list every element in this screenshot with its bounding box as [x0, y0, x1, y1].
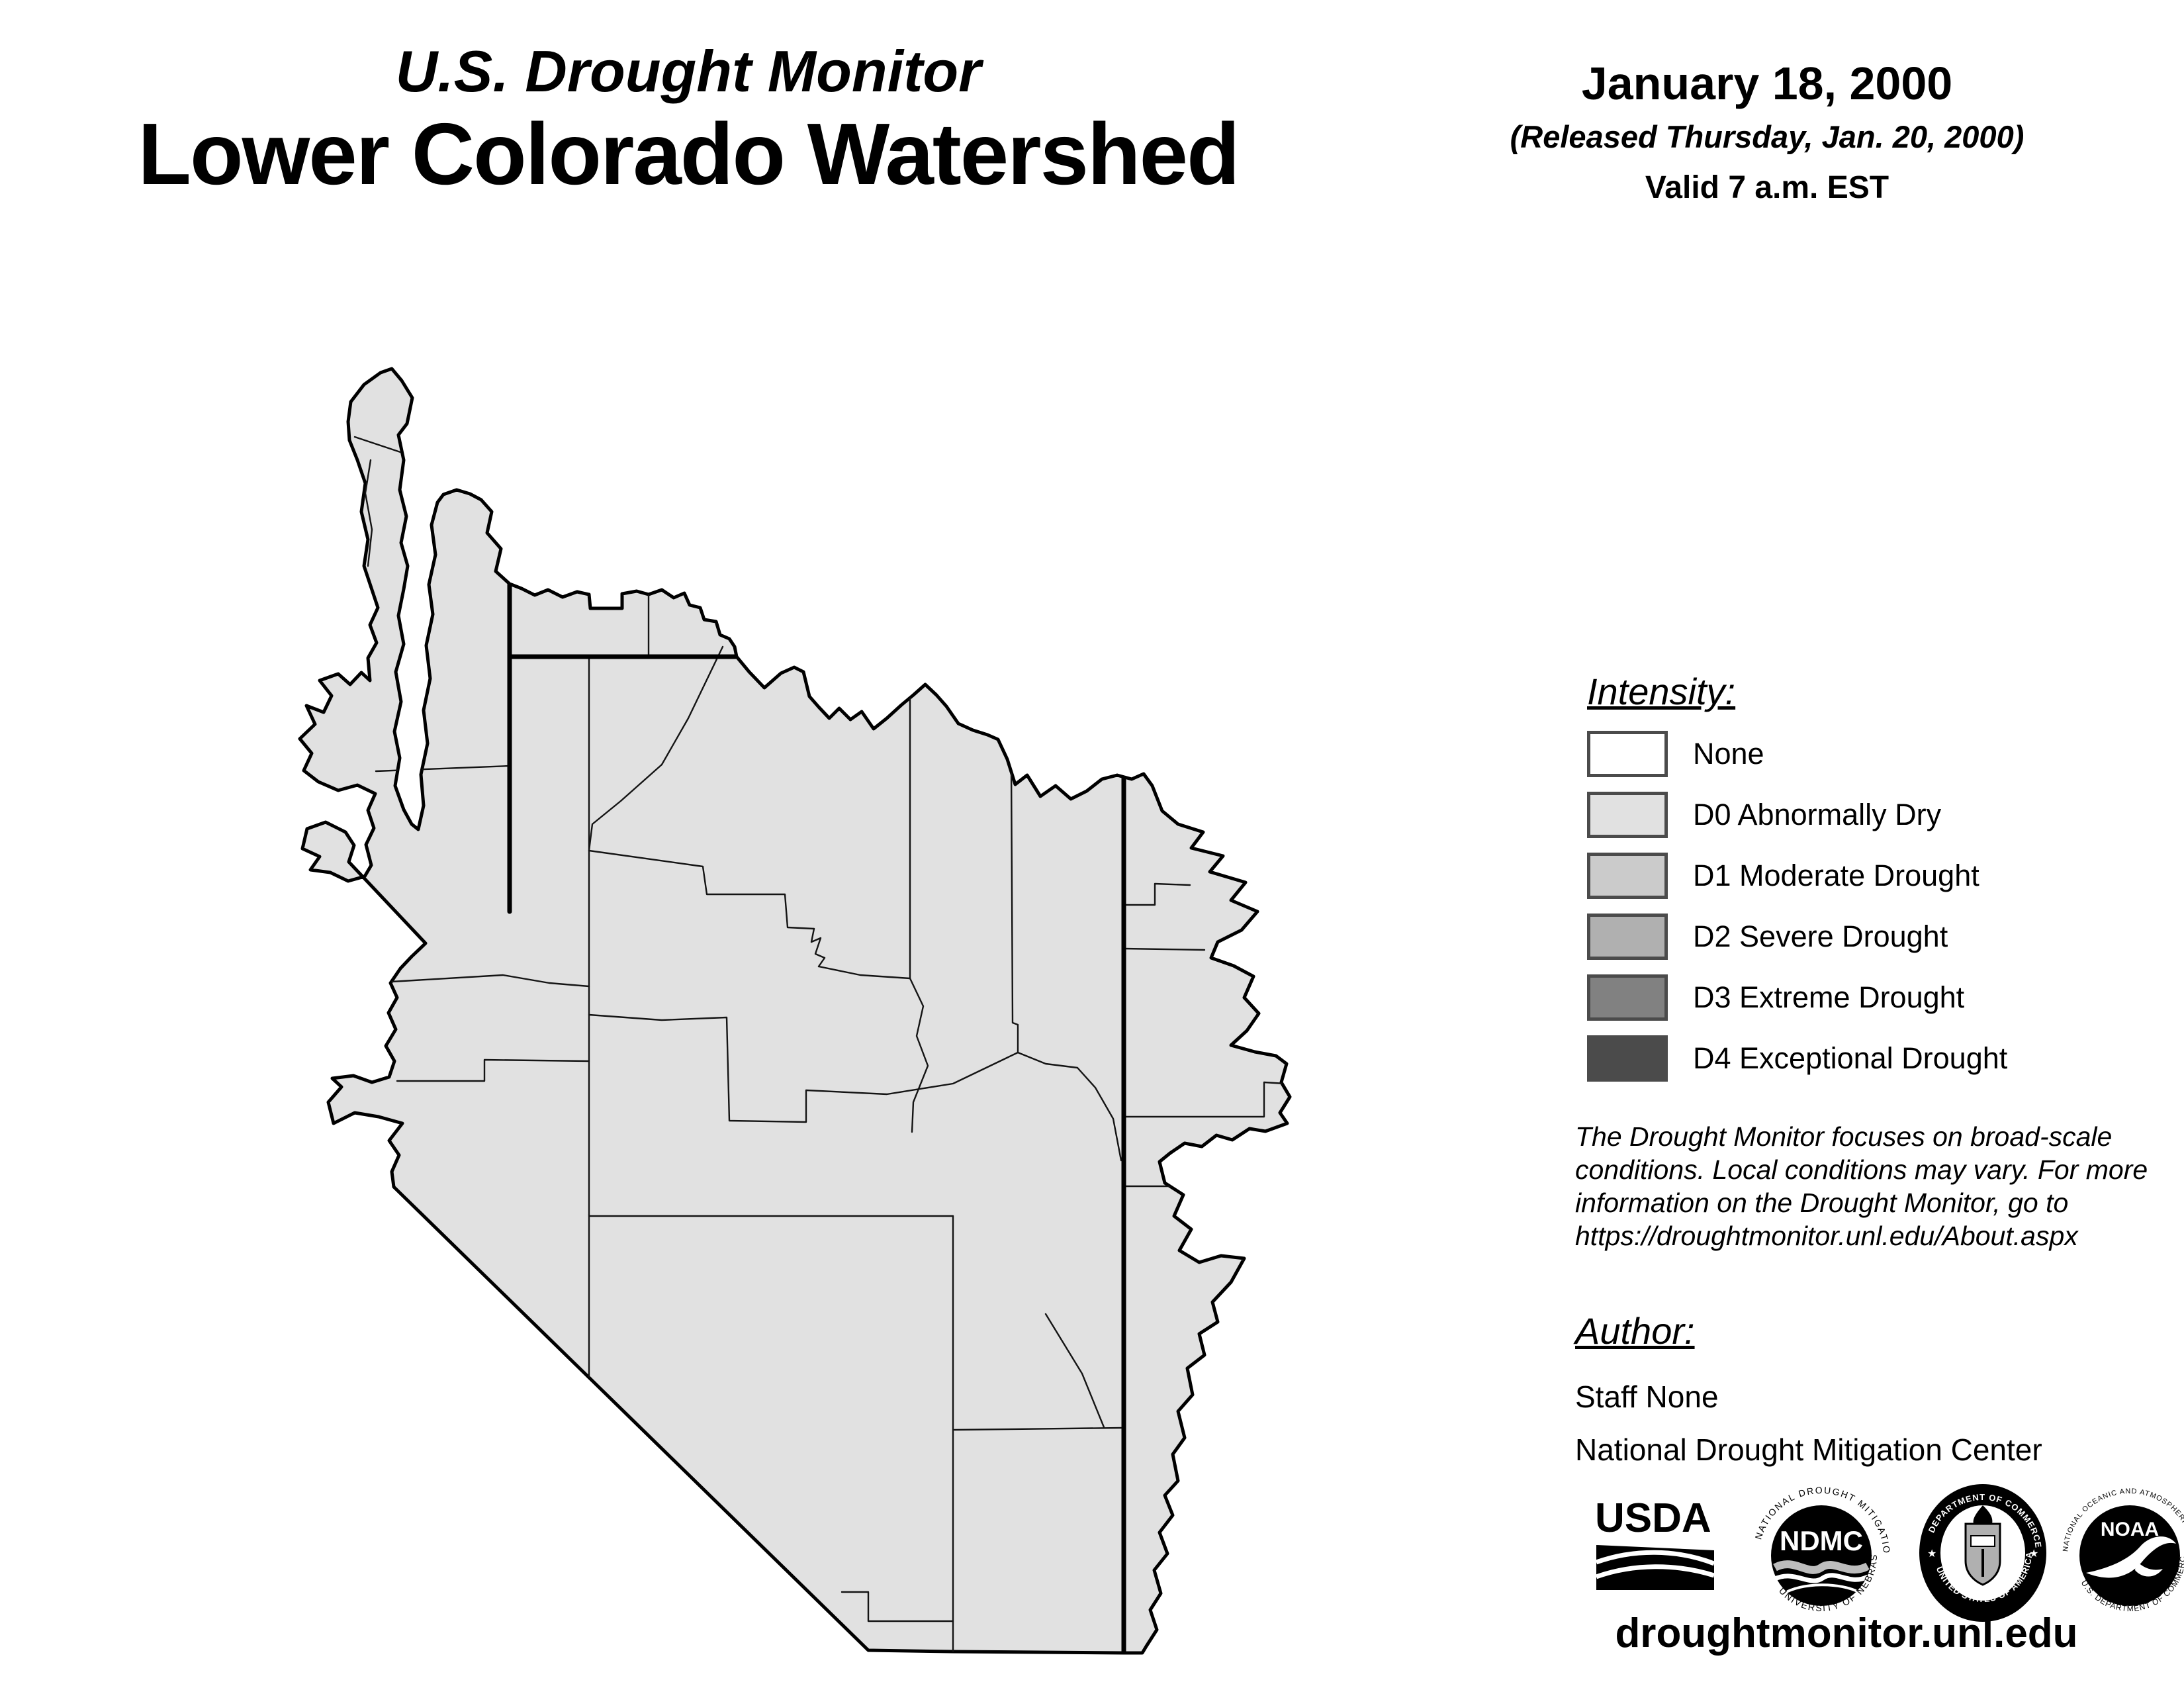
- svg-text:USDA: USDA: [1595, 1497, 1711, 1541]
- legend-row-d4: D4 Exceptional Drought: [1587, 1035, 2169, 1082]
- watershed-region-d0: [298, 367, 1292, 1655]
- legend-row-d1: D1 Moderate Drought: [1587, 853, 2169, 899]
- valid-time: Valid 7 a.m. EST: [1645, 170, 1889, 205]
- report-region-title: Lower Colorado Watershed: [138, 105, 1240, 203]
- swatch-d4: [1587, 1035, 1668, 1082]
- svg-text:★: ★: [2029, 1548, 2038, 1560]
- state-boundaries: [507, 582, 1126, 1653]
- svg-text:NDMC: NDMC: [1780, 1525, 1863, 1556]
- legend-label: D1 Moderate Drought: [1693, 859, 1979, 892]
- legend-label: D3 Extreme Drought: [1693, 980, 1965, 1014]
- map-date: January 18, 2000: [1581, 58, 1953, 109]
- legend-row-none: None: [1587, 731, 2169, 777]
- usda-logo: USDA: [1594, 1495, 1719, 1607]
- drought-monitor-url: droughtmonitor.unl.edu: [1615, 1611, 2078, 1656]
- author-heading: Author:: [1575, 1310, 1695, 1352]
- swatch-d2: [1587, 914, 1668, 960]
- swatch-none: [1587, 731, 1668, 777]
- swatch-d0: [1587, 792, 1668, 838]
- legend-row-d2: D2 Severe Drought: [1587, 914, 2169, 960]
- disclaimer-text: The Drought Monitor focuses on broad-sca…: [1575, 1121, 2148, 1252]
- legend-row-d0: D0 Abnormally Dry: [1587, 792, 2169, 838]
- noaa-logo: NOAA NATIONAL OCEANIC AND ATMOSPHERIC AD…: [2054, 1476, 2184, 1632]
- swatch-d1: [1587, 853, 1668, 899]
- department-of-commerce-logo: DEPARTMENT OF COMMERCE UNITED STATES OF …: [1910, 1480, 2056, 1629]
- legend-row-d3: D3 Extreme Drought: [1587, 974, 2169, 1021]
- released-date: (Released Thursday, Jan. 20, 2000): [1510, 119, 2025, 154]
- legend-label: None: [1693, 737, 1764, 771]
- report-kicker: U.S. Drought Monitor: [395, 38, 981, 104]
- legend-label: D0 Abnormally Dry: [1693, 798, 1942, 831]
- legend-label: D2 Severe Drought: [1693, 919, 1948, 953]
- legend-label: D4 Exceptional Drought: [1693, 1041, 2008, 1075]
- author-name: Staff None: [1575, 1380, 1719, 1414]
- author-organization: National Drought Mitigation Center: [1575, 1432, 2042, 1467]
- swatch-d3: [1587, 974, 1668, 1021]
- svg-text:NOAA: NOAA: [2101, 1519, 2159, 1540]
- intensity-legend: Intensity: None D0 Abnormally Dry D1 Mod…: [1587, 670, 2169, 1097]
- watershed-map: [291, 361, 1310, 1658]
- legend-heading: Intensity:: [1587, 671, 1736, 712]
- author-block: Author: Staff None National Drought Miti…: [1575, 1309, 2171, 1468]
- ndmc-logo: NDMC NATIONAL DROUGHT MITIGATION CENTER …: [1745, 1474, 1894, 1632]
- svg-text:★: ★: [1927, 1548, 1936, 1560]
- page-title: U.S. Drought Monitor Lower Colorado Wate…: [113, 38, 1264, 205]
- date-block: January 18, 2000 (Released Thursday, Jan…: [1496, 58, 2038, 206]
- lower-colorado-watershed-map: [298, 367, 1292, 1655]
